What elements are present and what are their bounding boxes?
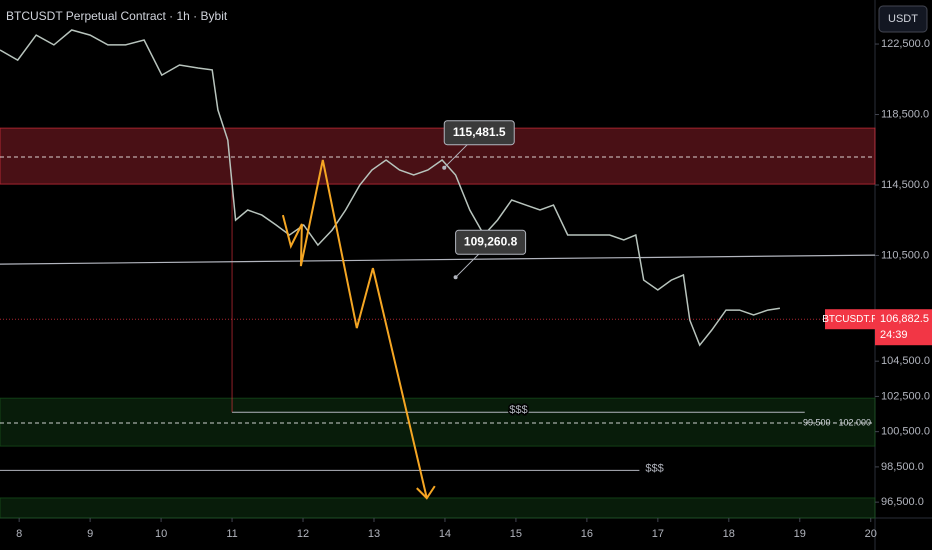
y-tick-label: 100,500.0 bbox=[881, 426, 930, 438]
callout-box bbox=[443, 120, 515, 146]
x-tick-label: 13 bbox=[368, 528, 380, 540]
y-tick-label: 110,500.0 bbox=[881, 249, 929, 261]
x-tick-label: 10 bbox=[155, 528, 167, 540]
price-tag-box bbox=[875, 309, 932, 346]
zone bbox=[0, 127, 876, 185]
y-tick-label: 98,500.0 bbox=[881, 461, 924, 473]
x-tick-label: 17 bbox=[652, 528, 664, 540]
callout-label: 115,481.5 bbox=[453, 125, 506, 139]
price-tag-timer: 24:39 bbox=[880, 329, 908, 341]
x-tick-label: 18 bbox=[723, 528, 735, 540]
y-tick-label: 102,500.0 bbox=[881, 390, 930, 402]
y-tick-label: 114,500.0 bbox=[881, 179, 929, 191]
callout-label: 109,260.8 bbox=[464, 234, 518, 248]
x-tick-label: 19 bbox=[794, 528, 806, 540]
level-label: $$$ bbox=[509, 404, 527, 416]
zone bbox=[0, 497, 876, 519]
callout-point bbox=[453, 275, 458, 280]
zone-label: 99.500 - 102.000 bbox=[803, 417, 871, 427]
callout-box bbox=[455, 229, 527, 255]
callout-pointer bbox=[455, 251, 481, 278]
callout-point bbox=[442, 165, 447, 170]
x-tick-label: 8 bbox=[16, 528, 22, 540]
price-line bbox=[0, 29, 781, 347]
currency-label[interactable]: USDT bbox=[888, 13, 918, 25]
level-label: $$$ bbox=[645, 462, 663, 474]
y-tick-label: 104,500.0 bbox=[881, 355, 930, 367]
chart-title: BTCUSDT Perpetual Contract · 1h · Bybit bbox=[6, 9, 228, 23]
y-tick-label: 122,500.0 bbox=[881, 38, 930, 50]
x-tick-label: 9 bbox=[87, 528, 93, 540]
zone bbox=[0, 397, 876, 447]
currency-button[interactable] bbox=[878, 5, 928, 33]
x-tick-label: 16 bbox=[581, 528, 593, 540]
x-tick-label: 15 bbox=[510, 528, 522, 540]
x-tick-label: 20 bbox=[865, 528, 877, 540]
x-tick-label: 11 bbox=[226, 528, 237, 540]
price-tag-name: BTCUSDT.P bbox=[822, 314, 878, 325]
y-tick-label: 96,500.0 bbox=[881, 496, 924, 508]
projection-path bbox=[281, 159, 428, 499]
x-tick-label: 12 bbox=[297, 528, 309, 540]
x-tick-label: 14 bbox=[439, 528, 451, 540]
trendline bbox=[0, 254, 876, 265]
price-tag-name-box bbox=[825, 309, 875, 330]
projection-arrowhead bbox=[416, 485, 436, 500]
y-tick-label: 118,500.0 bbox=[881, 108, 929, 120]
price-tag-value: 106,882.5 bbox=[880, 313, 929, 325]
callout-pointer bbox=[443, 142, 470, 169]
